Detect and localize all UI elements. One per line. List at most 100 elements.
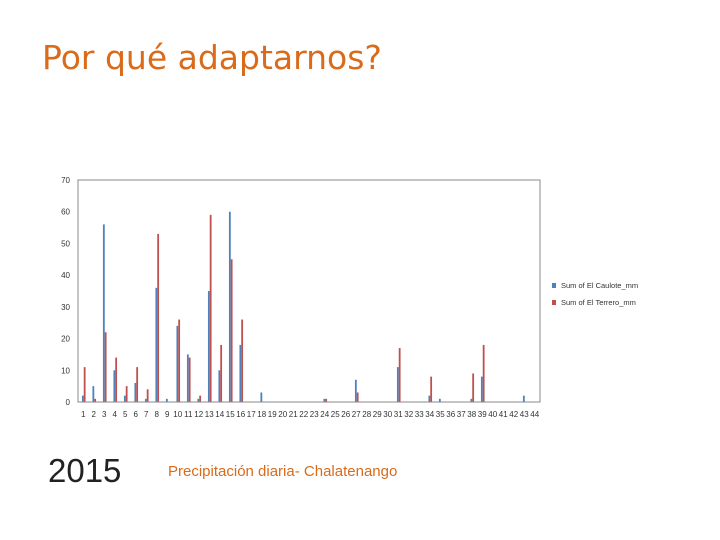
x-tick-label: 13	[205, 410, 214, 419]
y-axis-ticks: 0 10 20 30 40 50 60 70	[61, 176, 70, 407]
x-tick-label: 28	[362, 410, 371, 419]
x-tick-label: 8	[155, 410, 160, 419]
x-tick-label: 11	[184, 410, 193, 419]
bar-series	[81, 211, 525, 402]
x-tick-label: 10	[173, 410, 182, 419]
bar	[396, 367, 399, 402]
x-tick-label: 15	[226, 410, 235, 419]
y-tick-label: 70	[61, 176, 70, 185]
x-tick-label: 32	[404, 410, 413, 419]
bar	[472, 373, 475, 402]
bar	[260, 392, 263, 402]
bar	[241, 319, 244, 402]
y-tick-label: 30	[61, 303, 70, 312]
x-tick-label: 21	[289, 410, 298, 419]
bar	[165, 398, 168, 402]
x-tick-label: 22	[299, 410, 308, 419]
x-tick-label: 24	[320, 410, 329, 419]
legend-label: Sum of El Caulote_mm	[561, 281, 638, 290]
x-tick-label: 36	[446, 410, 455, 419]
x-tick-label: 14	[215, 410, 224, 419]
x-tick-label: 3	[102, 410, 107, 419]
bar	[522, 395, 525, 402]
y-tick-label: 60	[61, 208, 70, 217]
plot-frame	[77, 179, 541, 403]
legend-swatch	[552, 300, 556, 305]
bar	[125, 386, 128, 402]
x-tick-label: 1	[81, 410, 86, 419]
x-tick-label: 30	[383, 410, 392, 419]
bar	[157, 233, 160, 402]
x-tick-label: 29	[373, 410, 382, 419]
bar	[228, 211, 231, 402]
bar	[176, 325, 179, 402]
x-tick-label: 19	[268, 410, 277, 419]
bar	[123, 395, 126, 402]
bar	[144, 398, 147, 402]
x-axis-ticks: 1 2 3 4 5 6 7 8 9 10 11 12 13 14 15 16 17 18 19 20 21 22 23 24 2…	[81, 410, 540, 419]
x-tick-label: 20	[278, 410, 287, 419]
x-tick-label: 17	[247, 410, 256, 419]
legend-label: Sum of El Terrero_mm	[561, 298, 636, 307]
x-tick-label: 2	[92, 410, 97, 419]
bar	[146, 389, 149, 402]
chart-caption: Precipitación diaria- Chalatenango	[168, 463, 398, 480]
x-tick-label: 12	[194, 410, 203, 419]
y-tick-label: 40	[61, 271, 70, 280]
bar	[470, 398, 473, 402]
x-tick-label: 25	[331, 410, 340, 419]
x-tick-label: 18	[257, 410, 266, 419]
bar	[430, 376, 433, 402]
bar	[197, 398, 200, 402]
bar	[218, 370, 221, 402]
bar	[134, 382, 137, 402]
x-tick-label: 44	[530, 410, 539, 419]
bar	[188, 357, 191, 402]
bar	[199, 395, 202, 402]
x-tick-label: 40	[488, 410, 497, 419]
axes	[77, 179, 541, 403]
x-tick-label: 37	[457, 410, 466, 419]
x-tick-label: 31	[394, 410, 403, 419]
bar	[115, 357, 118, 402]
bar	[104, 332, 107, 402]
x-tick-label: 5	[123, 410, 128, 419]
bar	[438, 398, 441, 402]
bar	[428, 395, 431, 402]
legend-swatch	[552, 283, 556, 288]
bar	[92, 386, 95, 402]
y-tick-label: 50	[61, 239, 70, 248]
x-tick-label: 33	[415, 410, 424, 419]
bar	[83, 367, 86, 402]
bar	[325, 398, 328, 402]
bar	[186, 354, 189, 402]
x-tick-label: 35	[436, 410, 445, 419]
x-tick-label: 26	[341, 410, 350, 419]
x-tick-label: 7	[144, 410, 149, 419]
x-tick-label: 9	[165, 410, 170, 419]
x-tick-label: 39	[478, 410, 487, 419]
x-tick-label: 42	[509, 410, 518, 419]
bar	[94, 398, 97, 402]
x-tick-label: 43	[520, 410, 529, 419]
bar	[136, 367, 139, 402]
x-tick-label: 23	[310, 410, 319, 419]
bar	[239, 344, 242, 402]
x-tick-label: 4	[113, 410, 118, 419]
bar	[81, 395, 84, 402]
y-tick-label: 20	[61, 335, 70, 344]
x-tick-label: 16	[236, 410, 245, 419]
bar	[155, 287, 158, 402]
year-label: 2015	[48, 452, 122, 489]
bar	[398, 348, 401, 402]
bar	[230, 259, 233, 402]
y-tick-label: 10	[61, 366, 70, 375]
x-tick-label: 27	[352, 410, 361, 419]
bar	[354, 379, 357, 402]
bar	[356, 392, 359, 402]
bar	[178, 319, 181, 402]
bar	[482, 344, 485, 402]
bar	[480, 376, 483, 402]
x-tick-label: 6	[134, 410, 139, 419]
